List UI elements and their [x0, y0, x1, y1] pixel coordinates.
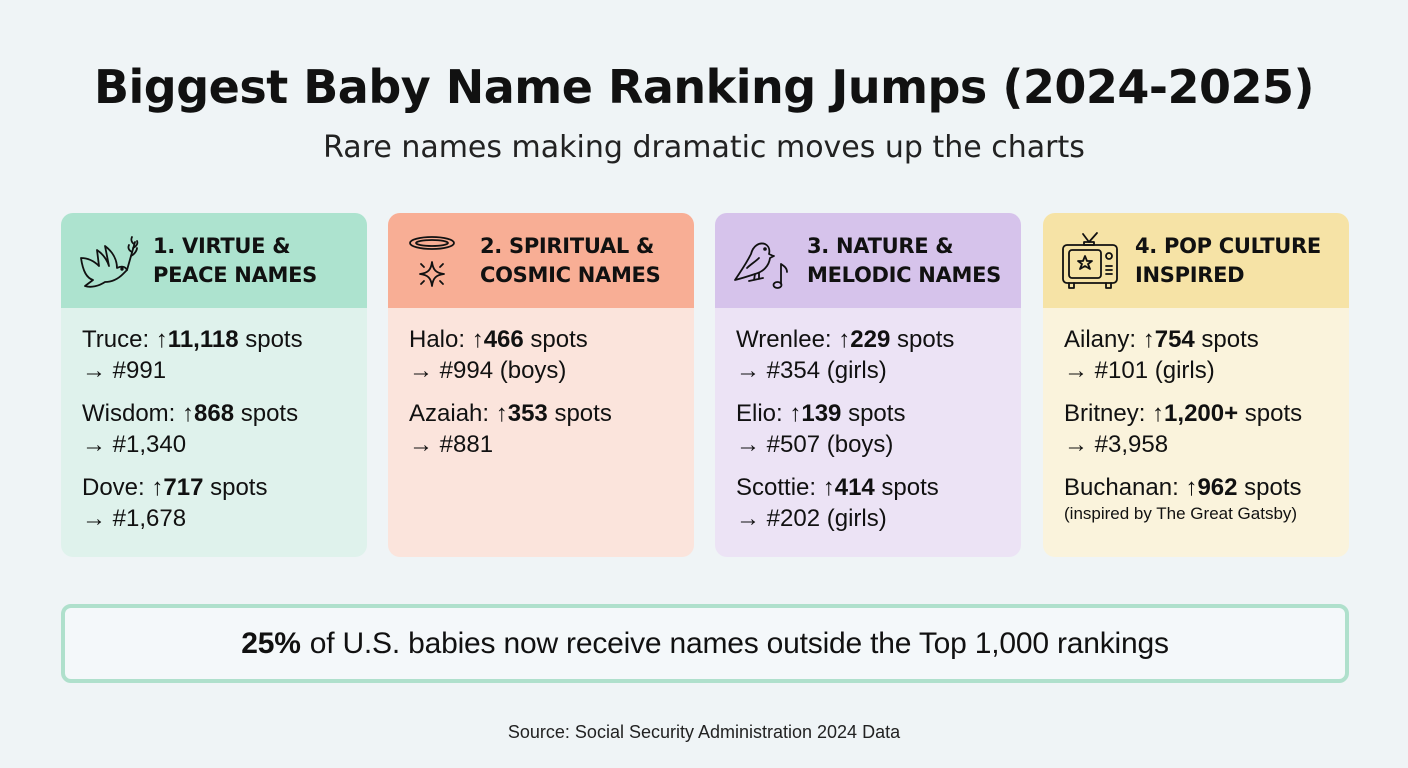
dove-with-olive-branch-icon [80, 235, 139, 288]
up-arrow-icon: ↑ [155, 326, 168, 353]
up-arrow-icon: ↑ [838, 326, 851, 353]
up-arrow-icon: ↑ [495, 400, 508, 427]
card-body: Truce: ↑11,118 spots → #991 Wisdom: ↑868… [61, 308, 367, 534]
up-arrow-icon: ↑ [822, 474, 835, 501]
stat-text: of U.S. babies now receive names outside… [309, 626, 1169, 660]
name-entry: Halo: ↑466 spots → #994 (boys) [409, 326, 588, 384]
up-arrow-icon: ↑ [182, 400, 195, 427]
card-title: 2. SPIRITUAL & COSMIC NAMES [480, 233, 661, 287]
up-arrow-icon: ↑ [471, 326, 484, 353]
bird-and-music-note-icon [734, 242, 788, 289]
category-cards: 1. VIRTUE & PEACE NAMES Truce: ↑11,118 s… [61, 213, 1349, 557]
name-entry: Truce: ↑11,118 spots → #991 [82, 326, 303, 384]
name-entry: Azaiah: ↑353 spots → #881 [409, 400, 612, 458]
stat-highlight: 25% [241, 626, 301, 660]
card-nature-melodic: 3. NATURE & MELODIC NAMES Wrenlee: ↑229 … [715, 213, 1021, 557]
up-arrow-icon: ↑ [1185, 474, 1198, 501]
name-entry: Buchanan: ↑962 spots (inspired by The Gr… [1064, 472, 1329, 525]
name-entry: Elio: ↑139 spots → #507 (boys) [736, 400, 906, 458]
halo-and-sparkle-icon [409, 235, 455, 287]
card-header: 3. NATURE & MELODIC NAMES [715, 213, 1021, 308]
name-entry: Dove: ↑717 spots → #1,678 [82, 474, 268, 532]
page-title: Biggest Baby Name Ranking Jumps (2024-20… [93, 60, 1315, 114]
card-header: 4. POP CULTURE INSPIRED [1043, 213, 1349, 308]
card-header: 2. SPIRITUAL & COSMIC NAMES [388, 213, 694, 308]
up-arrow-icon: ↑ [1152, 400, 1165, 427]
card-body: Wrenlee: ↑229 spots → #354 (girls) Elio:… [715, 308, 1021, 534]
up-arrow-icon: ↑ [789, 400, 802, 427]
up-arrow-icon: ↑ [151, 474, 164, 501]
name-entry: Britney: ↑1,200+ spots → #3,958 [1064, 400, 1303, 458]
name-entry: Ailany: ↑754 spots → #101 (girls) [1064, 326, 1259, 384]
card-body: Halo: ↑466 spots → #994 (boys) Azaiah: ↑… [388, 308, 694, 460]
card-spiritual-cosmic: 2. SPIRITUAL & COSMIC NAMES Halo: ↑466 s… [388, 213, 694, 557]
card-body: Ailany: ↑754 spots → #101 (girls) Britne… [1043, 308, 1349, 525]
card-title: 1. VIRTUE & PEACE NAMES [153, 233, 317, 287]
card-title: 3. NATURE & MELODIC NAMES [807, 233, 1001, 287]
card-title: 4. POP CULTURE INSPIRED [1135, 233, 1321, 287]
name-entry: Wrenlee: ↑229 spots → #354 (girls) [736, 326, 955, 384]
name-entry: Scottie: ↑414 spots → #202 (girls) [736, 474, 939, 532]
source-footnote: Source: Social Security Administration 2… [507, 722, 901, 742]
up-arrow-icon: ↑ [1142, 326, 1155, 353]
page-subtitle: Rare names making dramatic moves up the … [323, 130, 1085, 165]
card-pop-culture: 4. POP CULTURE INSPIRED Ailany: ↑754 spo… [1043, 213, 1349, 557]
retro-tv-with-star-icon [1062, 231, 1118, 289]
entry-note: (inspired by The Great Gatsby) [1064, 504, 1298, 523]
card-virtue-peace: 1. VIRTUE & PEACE NAMES Truce: ↑11,118 s… [61, 213, 367, 557]
card-header: 1. VIRTUE & PEACE NAMES [61, 213, 367, 308]
key-stat-banner: 25% of U.S. babies now receive names out… [61, 604, 1349, 683]
name-entry: Wisdom: ↑868 spots → #1,340 [82, 400, 299, 458]
